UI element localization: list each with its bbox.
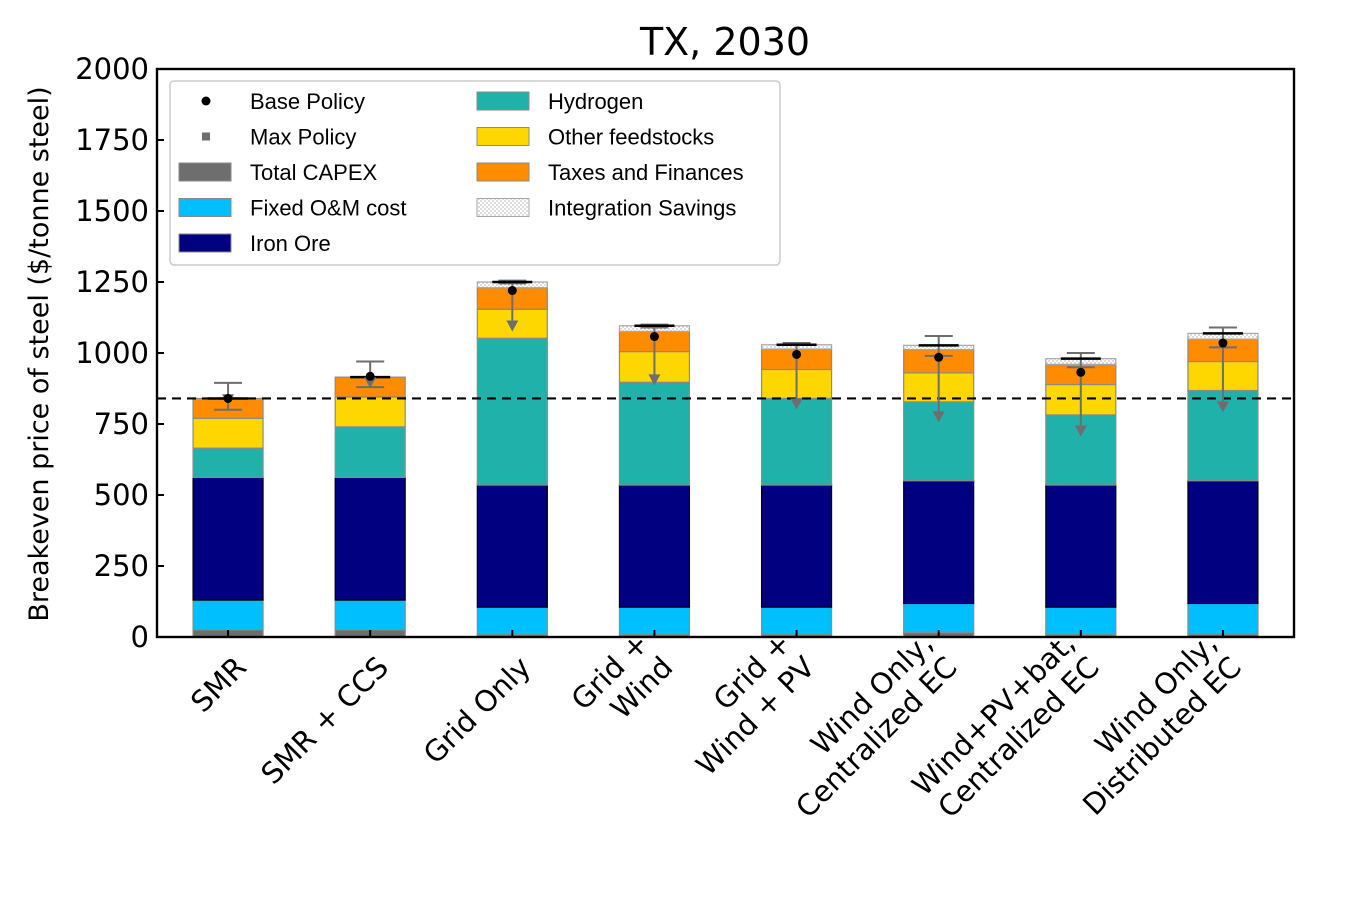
legend-label: Fixed O&M cost — [250, 196, 406, 221]
x-tick-label: Grid +Wind — [565, 626, 680, 726]
legend-swatch — [178, 198, 232, 217]
y-axis-label: Breakeven price of steel ($/tonne steel) — [24, 86, 55, 621]
base-policy-marker — [934, 352, 944, 362]
x-tick-label: Grid +Wind + PV — [689, 626, 821, 782]
legend-label: Base Policy — [250, 89, 365, 114]
max-policy-marker — [506, 320, 519, 332]
legend-label: Total CAPEX — [250, 160, 377, 185]
bar-segment — [760, 397, 833, 486]
x-tick-label: SMR — [184, 650, 253, 719]
y-tick-label: 1750 — [75, 123, 149, 157]
legend-label: Max Policy — [250, 125, 356, 150]
legend-swatch — [476, 127, 530, 146]
max-policy-marker — [1074, 425, 1087, 437]
max-policy-marker — [364, 377, 377, 389]
legend-swatch — [476, 91, 530, 111]
max-policy-marker — [790, 398, 803, 410]
y-tick-label: 0 — [131, 620, 149, 654]
y-tick-label: 1000 — [75, 336, 149, 370]
bar-segment — [760, 484, 833, 608]
y-tick-label: 1500 — [75, 194, 149, 228]
bar-segment — [476, 484, 548, 608]
legend-label: Iron Ore — [250, 231, 331, 256]
bar-segment — [903, 602, 975, 634]
bar-segment — [618, 484, 691, 608]
legend-label: Other feedstocks — [548, 125, 714, 150]
base-policy-marker — [649, 332, 659, 342]
y-tick-label: 2000 — [75, 52, 149, 86]
max-policy-marker — [1216, 401, 1229, 413]
bar-segment — [192, 599, 264, 631]
bar-segment — [334, 599, 406, 631]
x-tick-label-line: SMR — [184, 650, 253, 719]
bar-segment — [192, 476, 264, 601]
bar-segment — [1187, 480, 1259, 605]
legend-swatch — [476, 198, 530, 217]
legend-label: Integration Savings — [548, 196, 736, 221]
legend-marker-max-policy — [202, 132, 210, 141]
legend: Base Policy Max Policy Total CAPEX Fixed O&… — [169, 80, 781, 266]
base-policy-marker — [223, 393, 233, 403]
x-tick-label: Grid Only — [417, 650, 538, 771]
base-policy-marker — [1076, 367, 1086, 377]
x-tick-label-line: SMR + CCS — [254, 650, 395, 791]
chart-title: TX, 2030 — [639, 20, 810, 64]
bar-segment — [334, 396, 406, 428]
bar-segment — [192, 417, 264, 449]
base-policy-marker — [507, 286, 517, 296]
bar-segment — [1045, 484, 1117, 608]
y-tick-label: 750 — [94, 407, 149, 441]
bar-segment — [192, 447, 264, 478]
legend-swatch — [178, 162, 232, 182]
max-policy-marker — [648, 374, 661, 386]
bar-segment — [334, 426, 406, 478]
legend-label: Hydrogen — [548, 89, 643, 114]
base-policy-marker — [365, 371, 375, 381]
x-tick-label: SMR + CCS — [254, 650, 395, 791]
bar-segment — [476, 337, 548, 486]
x-tick-label-line: Grid Only — [417, 650, 538, 771]
legend-frame — [169, 80, 781, 266]
max-policy-marker — [932, 411, 945, 423]
y-tick-label: 500 — [94, 478, 149, 512]
legend-marker-base-policy — [201, 96, 211, 106]
bar-segment — [334, 476, 406, 601]
y-tick-label: 1250 — [75, 265, 149, 299]
legend-swatch — [178, 233, 232, 253]
base-policy-marker — [792, 349, 802, 359]
y-tick-label: 250 — [94, 549, 149, 583]
bar-segment — [903, 480, 975, 605]
legend-label: Taxes and Finances — [548, 160, 744, 185]
legend-swatch — [476, 162, 530, 182]
base-policy-marker — [1218, 338, 1228, 348]
